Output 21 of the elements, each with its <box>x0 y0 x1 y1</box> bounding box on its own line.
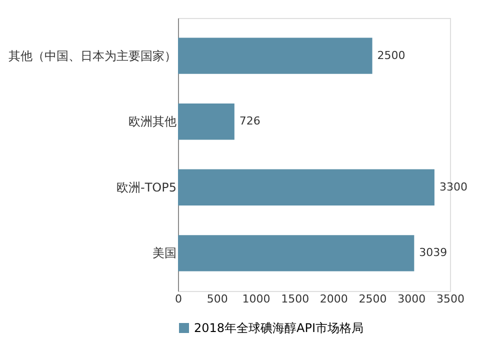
x-tick-label: 1500 <box>281 292 310 306</box>
x-tick-label: 3500 <box>436 292 464 306</box>
data-label: 3039 <box>419 246 448 260</box>
x-tick-label: 2000 <box>320 292 348 306</box>
x-tick-label: 500 <box>206 292 228 306</box>
bar <box>178 235 414 272</box>
data-label: 3300 <box>439 180 468 194</box>
data-label: 2500 <box>377 48 406 62</box>
y-tick-label: 其他（中国、日本为主要国家） <box>8 48 176 63</box>
x-tick-label: 0 <box>175 292 182 306</box>
x-tick-label: 3000 <box>398 292 426 306</box>
data-label: 726 <box>239 114 260 128</box>
y-tick-label: 欧洲其他 <box>128 114 176 129</box>
legend-label: 2018年全球碘海醇API市场格局 <box>194 321 364 335</box>
y-tick-label: 欧洲-TOP5 <box>116 180 176 194</box>
bar <box>178 169 434 206</box>
y-tick-label: 美国 <box>152 246 176 260</box>
x-tick-label: 2500 <box>358 292 387 306</box>
bar <box>178 104 234 140</box>
x-tick-label: 1000 <box>242 292 270 306</box>
bar <box>178 38 372 74</box>
